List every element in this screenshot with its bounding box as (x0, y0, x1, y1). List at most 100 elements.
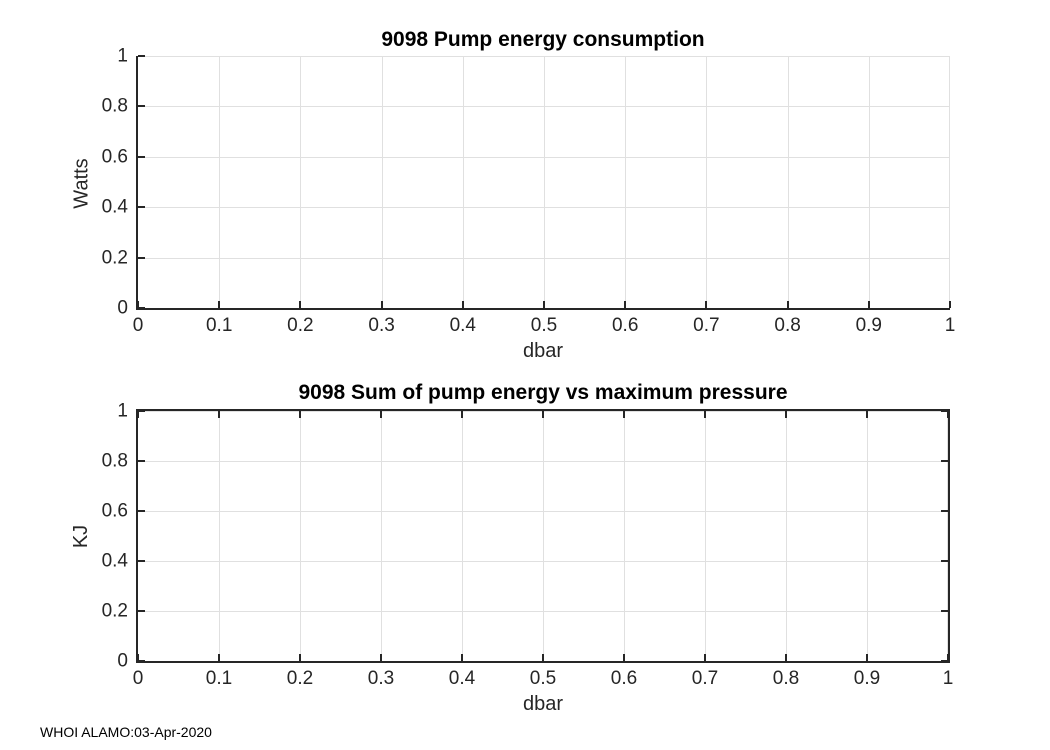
y-tick-mark (138, 610, 145, 612)
y-axis-label-wrap: Watts (58, 56, 106, 310)
y-tick-mark (138, 560, 145, 562)
x-tick-label: 0.4 (449, 315, 477, 336)
x-tick-label: 0.7 (691, 668, 719, 689)
y-gridline (138, 106, 950, 108)
x-tick-mark (380, 411, 382, 418)
x-tick-label: 0.9 (855, 315, 883, 336)
x-tick-mark (623, 654, 625, 661)
x-gridline (624, 411, 625, 661)
y-tick-mark (138, 307, 145, 309)
x-axis-label: dbar (522, 693, 564, 715)
x-gridline (381, 411, 382, 661)
y-gridline (138, 611, 948, 612)
x-tick-label: 0.8 (774, 315, 801, 336)
y-tick-label: 0 (117, 297, 128, 319)
x-tick-label: 0.8 (772, 668, 800, 689)
plot-title: 9098 Pump energy consumption (381, 28, 705, 51)
y-tick-mark (941, 560, 948, 562)
x-tick-mark (623, 411, 625, 418)
x-tick-mark (461, 301, 464, 308)
x-tick-label: 0 (132, 315, 144, 336)
x-gridline (462, 56, 464, 308)
x-gridline (219, 411, 220, 661)
x-gridline (706, 56, 708, 308)
x-tick-mark (299, 654, 301, 661)
x-tick-label: 0.2 (287, 315, 314, 336)
x-tick-mark (299, 301, 302, 308)
x-tick-mark (542, 411, 544, 418)
y-axis-label: KJ (70, 524, 93, 548)
x-tick-label: 0.7 (693, 315, 720, 336)
x-gridline (462, 411, 463, 661)
x-gridline (625, 56, 627, 308)
y-tick-mark (138, 510, 145, 512)
x-tick-mark (704, 654, 706, 661)
x-tick-mark (705, 301, 708, 308)
x-tick-mark (218, 411, 220, 418)
y-gridline (138, 461, 948, 462)
x-tick-mark (218, 654, 220, 661)
y-tick-label: 1 (117, 45, 128, 67)
x-tick-label: 0.2 (286, 668, 314, 689)
x-tick-label: 0.5 (529, 668, 557, 689)
y-tick-mark (138, 55, 145, 57)
x-tick-label: 0.5 (530, 315, 558, 336)
y-gridline (138, 511, 948, 512)
x-tick-mark (866, 411, 868, 418)
y-tick-label: 0.8 (101, 450, 128, 472)
x-tick-mark (461, 411, 463, 418)
x-tick-label: 1 (942, 668, 954, 689)
x-tick-mark (785, 411, 787, 418)
y-gridline (138, 156, 950, 158)
figure-footer: WHOI ALAMO:03-Apr-2020 (40, 724, 212, 740)
y-tick-mark (138, 155, 145, 158)
x-gridline (867, 411, 868, 661)
y-tick-mark (138, 660, 145, 662)
y-tick-label: 0 (117, 650, 128, 672)
x-tick-label: 0.9 (853, 668, 881, 689)
x-tick-label: 0.6 (610, 668, 638, 689)
x-tick-mark (380, 301, 383, 308)
plot-area: 0 0.1 0.2 0.3 0.4 0.5 0.6 0.7 0.8 0.9 1 0 0.2 0.4 0.6 0… (102, 402, 954, 689)
y-gridline (138, 561, 948, 562)
y-tick-mark (138, 256, 145, 259)
x-tick-mark (299, 411, 301, 418)
y-tick-mark (941, 510, 948, 512)
x-gridline (300, 56, 302, 308)
x-tick-mark (624, 301, 627, 308)
y-tick-mark (138, 105, 145, 108)
x-tick-mark (867, 301, 870, 308)
x-tick-label: 0.6 (611, 315, 639, 336)
y-axis-label-wrap: KJ (58, 409, 106, 663)
x-tick-mark (947, 411, 949, 418)
x-tick-mark (786, 301, 789, 308)
y-gridline (138, 56, 950, 57)
x-tick-label: 0.3 (368, 315, 395, 336)
x-gridline (543, 411, 544, 661)
x-gridline (786, 411, 787, 661)
x-tick-mark (785, 654, 787, 661)
y-tick-label: 0.8 (101, 95, 128, 117)
x-tick-mark (137, 411, 139, 418)
y-tick-mark (138, 460, 145, 462)
y-axis-label: Watts (70, 157, 93, 209)
y-tick-mark (941, 660, 948, 662)
y-tick-label: 0.6 (101, 146, 128, 168)
y-tick-label: 0.6 (101, 500, 128, 522)
x-tick-mark (949, 301, 951, 308)
x-tick-mark (218, 301, 221, 308)
x-gridline (381, 56, 383, 308)
x-tick-mark (947, 654, 949, 661)
x-gridline (868, 56, 870, 308)
y-tick-label: 0.2 (101, 247, 128, 269)
x-gridline (544, 56, 545, 308)
x-tick-mark (542, 654, 544, 661)
y-tick-mark (941, 460, 948, 462)
y-tick-mark (138, 206, 145, 209)
y-tick-label: 0.4 (101, 196, 128, 218)
y-gridline (138, 207, 950, 209)
panel-pump-energy: 9098 Pump energy consumption Watts 0 0.1 0… (71, 29, 956, 361)
y-tick-label: 1 (117, 400, 128, 422)
x-gridline (787, 56, 789, 308)
